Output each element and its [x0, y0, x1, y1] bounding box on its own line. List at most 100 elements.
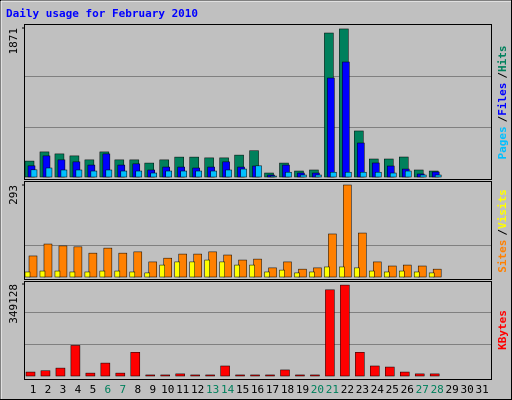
bar: [264, 271, 270, 278]
x-tick-label: 29: [446, 383, 459, 396]
bar: [40, 370, 51, 377]
bar: [434, 174, 442, 178]
x-tick-label: 14: [221, 383, 235, 396]
x-tick-label: 5: [90, 383, 97, 396]
bar: [419, 174, 427, 178]
bar: [309, 271, 315, 278]
legend-separator: /: [496, 72, 509, 79]
bar: [255, 165, 262, 178]
bar: [88, 252, 98, 278]
bar: [24, 271, 31, 278]
x-tick-label: 12: [191, 383, 204, 396]
x-tick-label: 27: [416, 383, 429, 396]
bar: [118, 252, 128, 278]
bar: [355, 352, 365, 377]
x-tick-label: 24: [371, 383, 385, 396]
bar: [369, 270, 375, 278]
bar: [234, 264, 240, 278]
legend-entry: Pages: [496, 126, 509, 159]
bar: [30, 169, 38, 178]
bar: [325, 289, 335, 377]
bar: [300, 174, 307, 178]
bar: [90, 170, 98, 178]
x-tick-label: 21: [326, 383, 339, 396]
bar: [135, 170, 143, 178]
bar: [429, 373, 440, 377]
bar: [58, 245, 68, 278]
bar: [190, 374, 200, 377]
bar: [225, 169, 232, 178]
bar: [144, 272, 151, 278]
bar: [60, 169, 68, 178]
bar: [235, 374, 245, 377]
bar: [327, 77, 335, 178]
bar: [310, 374, 320, 377]
x-tick-label: 9: [149, 383, 156, 396]
chart-title: Daily usage for February 2010: [6, 7, 198, 20]
x-tick-label: 6: [105, 383, 112, 396]
bar: [345, 171, 352, 178]
x-tick-label: 19: [296, 383, 309, 396]
x-tick-label: 15: [236, 383, 249, 396]
bar: [25, 371, 36, 377]
bar: [294, 272, 300, 278]
x-tick-label: 22: [341, 383, 354, 396]
bar: [375, 171, 382, 178]
x-tick-label: 13: [206, 383, 219, 396]
bar: [99, 270, 106, 278]
legend-entry: Hits: [496, 46, 509, 73]
x-tick-label: 10: [161, 383, 174, 396]
bar: [328, 233, 337, 278]
bar: [343, 184, 352, 278]
bar: [75, 169, 83, 178]
legend-entry: KBytes: [496, 310, 509, 350]
bar: [28, 255, 38, 278]
y-tick-label: 349128: [7, 284, 20, 324]
bar: [220, 365, 230, 377]
bar: [270, 175, 277, 178]
legend-entry: Sites: [496, 240, 509, 273]
bar: [114, 270, 121, 278]
bar: [55, 367, 66, 377]
bar: [250, 374, 260, 377]
bar: [324, 266, 330, 278]
bar: [417, 265, 427, 278]
y-tick-label: 293: [7, 185, 20, 205]
bar: [120, 170, 128, 178]
x-tick-label: 18: [281, 383, 294, 396]
bar: [428, 272, 435, 278]
bar: [45, 167, 53, 178]
x-tick-label: 20: [311, 383, 324, 396]
bar: [280, 369, 290, 377]
x-tick-label: 28: [431, 383, 444, 396]
bar: [265, 374, 275, 377]
bar: [315, 174, 322, 178]
bar: [210, 170, 217, 178]
bar: [279, 269, 285, 278]
bar: [219, 261, 225, 278]
bar: [330, 171, 337, 178]
bar: [85, 372, 96, 377]
legend-separator: /: [496, 115, 509, 122]
legend: Pages/Files/Hits: [496, 46, 509, 160]
legend: KBytes: [496, 310, 509, 350]
x-tick-label: 31: [475, 383, 488, 396]
x-tick-label: 3: [60, 383, 67, 396]
bar: [240, 168, 247, 178]
bar: [405, 170, 412, 178]
x-tick-label: 25: [386, 383, 399, 396]
bar: [414, 373, 425, 377]
bar: [100, 362, 111, 377]
bar: [105, 169, 113, 178]
bar: [129, 271, 136, 278]
legend-entry: Files: [496, 83, 509, 116]
legend: Sites /Visits: [496, 189, 509, 273]
legend-entry: Visits: [496, 189, 509, 229]
bar: [285, 171, 292, 178]
bar: [357, 142, 365, 178]
bar: [180, 170, 187, 178]
bar: [373, 261, 382, 278]
bar: [399, 270, 405, 278]
bar: [115, 372, 126, 377]
